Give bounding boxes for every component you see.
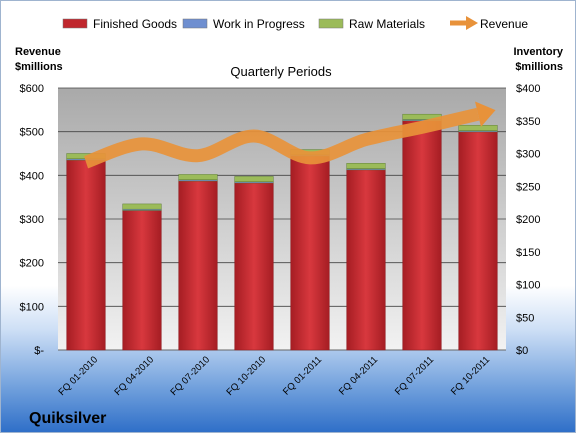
legend: Finished Goods Work in Progress Raw Materi… — [62, 16, 528, 31]
right-tick-label: $400 — [516, 83, 540, 95]
x-tick-label: FQ 10-2011 — [449, 354, 492, 397]
left-tick-label: $200 — [20, 258, 44, 270]
left-tick-label: $100 — [20, 301, 44, 313]
x-tick-label: FQ 07-2011 — [393, 354, 436, 397]
right-tick-label: $50 — [516, 312, 534, 324]
x-tick-label: FQ 01-2010 — [56, 354, 100, 398]
legend-swatch — [182, 18, 208, 29]
legend-arrow — [466, 16, 478, 30]
right-tick-label: $150 — [516, 247, 540, 259]
x-tick-label: FQ 01-2011 — [281, 354, 324, 397]
bar-finished-goods — [234, 182, 274, 351]
revenue-line — [83, 107, 480, 169]
left-tick-label: $500 — [20, 127, 44, 139]
right-tick-label: $0 — [516, 345, 528, 357]
bar-raw-materials — [122, 203, 162, 210]
chart-subtitle: Quarterly Periods — [230, 64, 332, 79]
legend-label: Raw Materials — [349, 17, 425, 31]
bar-raw-materials — [346, 163, 386, 169]
revenue-arrowhead — [475, 101, 496, 127]
right-tick-label: $200 — [516, 214, 540, 226]
legend-label: Revenue — [480, 17, 528, 31]
x-tick-label: FQ 07-2010 — [168, 354, 212, 398]
legend-label: Work in Progress — [213, 17, 305, 31]
right-axis-title: Inventory — [513, 46, 563, 58]
left-tick-label: $400 — [20, 170, 44, 182]
right-axis-title: $millions — [515, 61, 563, 73]
bar-finished-goods — [66, 159, 106, 351]
right-tick-label: $100 — [516, 280, 540, 292]
right-tick-label: $250 — [516, 181, 540, 193]
left-tick-label: $- — [34, 345, 44, 357]
bar-raw-materials — [178, 174, 218, 180]
legend-swatch — [318, 18, 344, 29]
x-tick-label: FQ 10-2010 — [224, 354, 268, 398]
bar-finished-goods — [122, 210, 162, 351]
left-tick-label: $600 — [20, 83, 44, 95]
legend-swatch — [62, 18, 88, 29]
right-tick-label: $300 — [516, 149, 540, 161]
bar-finished-goods — [402, 120, 442, 351]
bar-raw-materials — [234, 176, 274, 182]
bar-finished-goods — [290, 155, 330, 351]
left-tick-label: $300 — [20, 214, 44, 226]
left-axis-title: $millions — [15, 61, 63, 73]
x-tick-label: FQ 04-2010 — [112, 354, 156, 398]
company-name: Quiksilver — [29, 410, 106, 427]
x-tick-label: FQ 04-2011 — [337, 354, 380, 397]
bar-finished-goods — [458, 131, 498, 351]
left-axis-title: Revenue — [15, 46, 61, 58]
right-tick-label: $350 — [516, 116, 540, 128]
legend-label: Finished Goods — [93, 17, 177, 31]
bar-raw-materials — [458, 125, 498, 131]
bar-finished-goods — [178, 180, 218, 351]
bar-finished-goods — [346, 169, 386, 351]
